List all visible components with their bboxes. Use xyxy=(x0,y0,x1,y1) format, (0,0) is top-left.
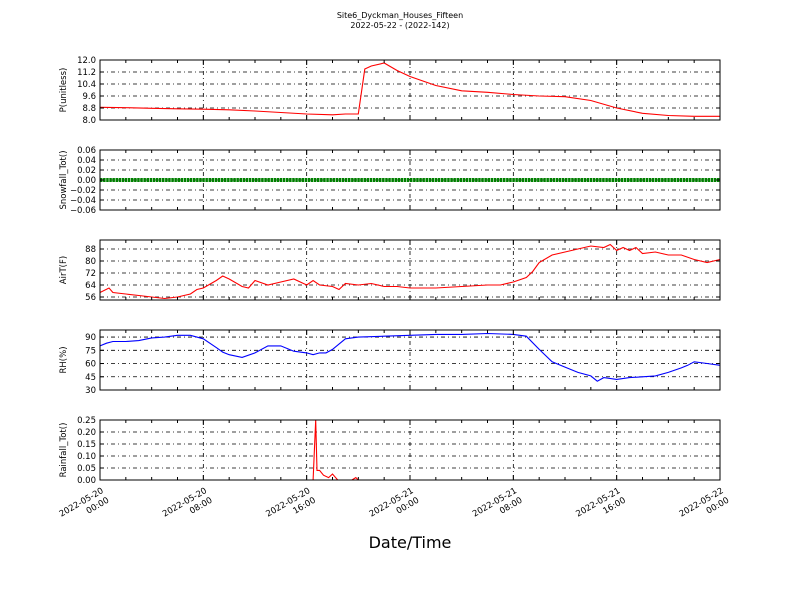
y-tick-label: 11.2 xyxy=(77,68,96,78)
y-tick-label: 0.04 xyxy=(77,156,96,166)
y-tick-label: −0.06 xyxy=(70,206,96,216)
y-tick-label: 0.02 xyxy=(77,166,96,176)
subplot-4: 90 75 60 45 30 RH(%) xyxy=(59,329,721,396)
series-line xyxy=(99,332,721,382)
y-tick-label: 0.20 xyxy=(77,428,96,438)
y-axis-label: RH(%) xyxy=(59,346,69,373)
y-tick-label: 30 xyxy=(85,386,96,396)
y-tick-label: 88 xyxy=(85,245,96,255)
y-tick-label: 75 xyxy=(85,346,96,356)
subplot-3: 88 80 72 64 56 AirT(F) xyxy=(59,239,721,303)
subplot-1: 12.0 11.2 10.4 9.6 8.8 8.0 P(unitless) xyxy=(59,56,721,126)
series-line xyxy=(100,419,720,481)
y-tick-label: 10.4 xyxy=(77,80,96,90)
y-tick-label: 8.0 xyxy=(82,116,96,126)
subplot-2: 0.060.040.020.00−0.02−0.04−0.06Snowfall_… xyxy=(59,146,721,216)
y-tick-label: 80 xyxy=(85,257,96,267)
x-axis-label: Date/Time xyxy=(368,533,452,552)
y-tick-label: −0.02 xyxy=(70,186,96,196)
subplot-5: 0.25 0.20 0.15 0.10 0.05 0.00 Rainfall_Tot() xyxy=(59,416,721,486)
y-tick-label: 45 xyxy=(85,373,96,383)
chart-subtitle: 2022-05-22 - (2022-142) xyxy=(350,21,450,30)
y-tick-label: −0.04 xyxy=(70,196,96,206)
y-tick-label: 9.6 xyxy=(82,92,96,102)
y-tick-label: 0.25 xyxy=(77,416,96,426)
y-tick-label: 72 xyxy=(85,269,96,279)
y-tick-label: 0.10 xyxy=(77,452,96,462)
y-tick-label: 0.00 xyxy=(77,176,96,186)
y-tick-label: 90 xyxy=(85,333,96,343)
y-tick-label: 0.00 xyxy=(77,476,96,486)
y-tick-label: 60 xyxy=(85,360,96,370)
series-line xyxy=(99,243,721,300)
y-axis-label: Rainfall_Tot() xyxy=(59,423,69,478)
y-tick-label: 64 xyxy=(85,281,96,291)
y-tick-label: 0.05 xyxy=(77,464,96,474)
y-tick-label: 0.06 xyxy=(77,146,96,156)
y-tick-label: 8.8 xyxy=(82,104,96,114)
chart-title: Site6_Dyckman_Houses_Fifteen xyxy=(336,11,464,20)
y-tick-label: 56 xyxy=(85,293,96,303)
y-axis-label: P(unitless) xyxy=(59,68,69,113)
y-tick-label: 0.15 xyxy=(77,440,96,450)
y-axis-label: Snowfall_Tot() xyxy=(59,150,69,209)
y-axis-label: AirT(F) xyxy=(59,256,69,284)
y-tick-label: 12.0 xyxy=(77,56,96,66)
